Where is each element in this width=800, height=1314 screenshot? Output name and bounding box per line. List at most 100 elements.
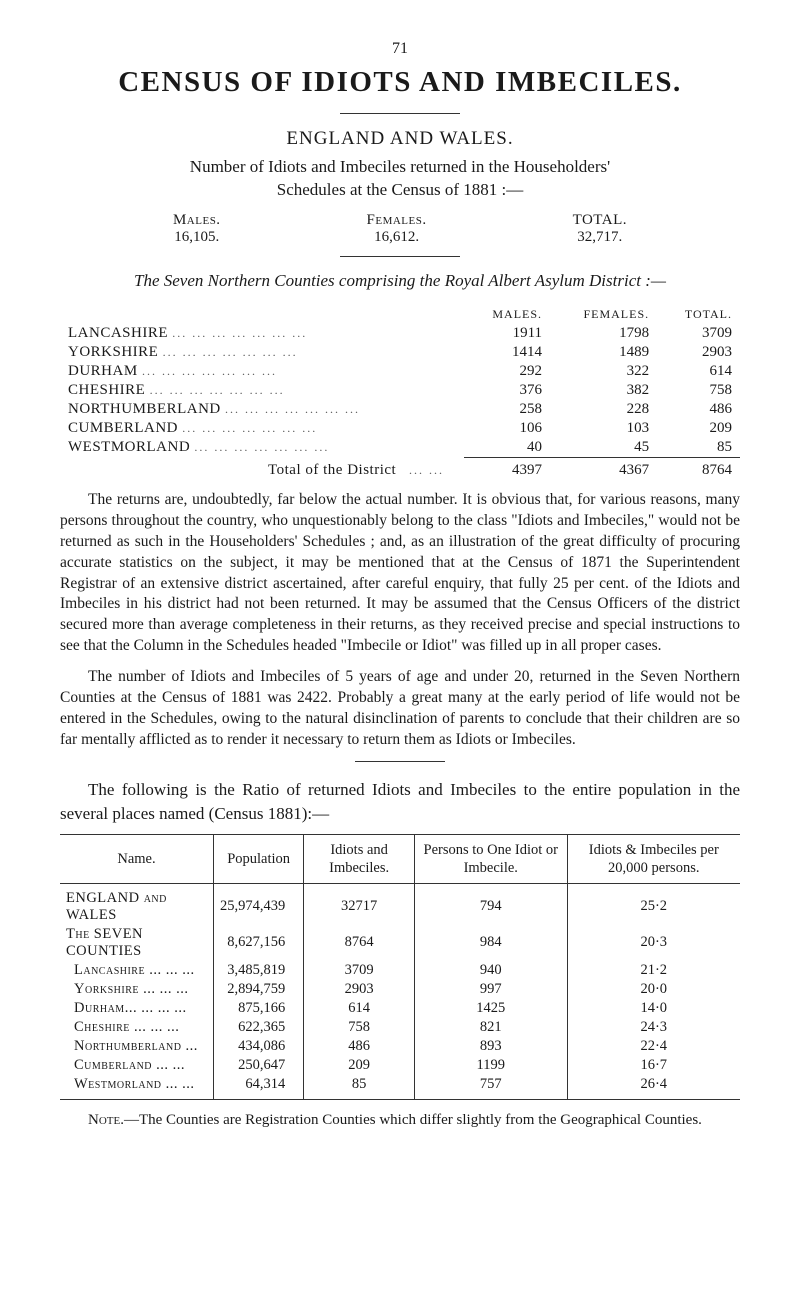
row-per20000: 20·0 — [567, 980, 740, 999]
row-males: 1414 — [464, 343, 550, 362]
row-name: NORTHUMBERLAND ... ... ... ... ... ... .… — [60, 400, 464, 419]
ratio-col-persons: Persons to One Idiot or Imbecile. — [414, 834, 567, 883]
row-population: 434,086 — [213, 1037, 303, 1056]
row-females: 45 — [550, 438, 657, 458]
district-table: MALES. FEMALES. TOTAL. LANCASHIRE ... ..… — [60, 305, 740, 480]
row-population: 622,365 — [213, 1018, 303, 1037]
row-females: 228 — [550, 400, 657, 419]
row-persons: 997 — [414, 980, 567, 999]
row-idiots: 614 — [304, 999, 415, 1018]
row-total: 3709 — [657, 324, 740, 343]
table-row: NORTHUMBERLAND ... ... ... ... ... ... .… — [60, 400, 740, 419]
row-population: 64,314 — [213, 1075, 303, 1100]
total-label: TOTAL. — [573, 212, 627, 228]
row-males: 258 — [464, 400, 550, 419]
table-row: YORKSHIRE ... ... ... ... ... ... ...141… — [60, 343, 740, 362]
males-block: Males. 16,105. — [173, 212, 221, 246]
district-col-total: TOTAL. — [657, 305, 740, 324]
row-name: LANCASHIRE ... ... ... ... ... ... ... — [60, 324, 464, 343]
row-persons: 821 — [414, 1018, 567, 1037]
total-block: TOTAL. 32,717. — [573, 212, 627, 246]
paragraph-1: The returns are, undoubtedly, far below … — [60, 490, 740, 657]
row-total: 758 — [657, 381, 740, 400]
section-title: ENGLAND AND WALES. — [60, 128, 740, 150]
row-persons: 794 — [414, 883, 567, 925]
row-population: 8,627,156 — [213, 925, 303, 961]
row-idiots: 209 — [304, 1056, 415, 1075]
row-males: 1911 — [464, 324, 550, 343]
row-females: 1489 — [550, 343, 657, 362]
district-total-total: 8764 — [657, 457, 740, 480]
row-idiots: 32717 — [304, 883, 415, 925]
ratio-table-head: Name. Population Idiots and Imbeciles. P… — [60, 834, 740, 883]
district-total-row: Total of the District ... ...43974367876… — [60, 457, 740, 480]
table-row: Durham... ... ... ...875,166614142514·0 — [60, 999, 740, 1018]
intro-text: Number of Idiots and Imbeciles returned … — [60, 156, 740, 202]
paragraph-2: The number of Idiots and Imbeciles of 5 … — [60, 667, 740, 751]
divider-2 — [340, 256, 460, 257]
row-name: Cheshire ... ... ... — [60, 1018, 213, 1037]
row-name: The SEVEN COUNTIES — [60, 925, 213, 961]
table-row: CUMBERLAND ... ... ... ... ... ... ... 10… — [60, 419, 740, 438]
females-value: 16,612. — [374, 229, 419, 245]
row-total: 486 — [657, 400, 740, 419]
note-text: —The Counties are Registration Counties … — [124, 1112, 702, 1128]
row-name: DURHAM ... ... ... ... ... ... ... — [60, 362, 464, 381]
row-name: Durham... ... ... ... — [60, 999, 213, 1018]
district-total-label: Total of the District ... ... — [60, 457, 464, 480]
table-row: WESTMORLAND ... ... ... ... ... ... ...4… — [60, 438, 740, 458]
main-title: CENSUS OF IDIOTS AND IMBECILES. — [60, 66, 740, 99]
row-persons: 940 — [414, 961, 567, 980]
row-idiots: 8764 — [304, 925, 415, 961]
totals-row: Males. 16,105. Females. 16,612. TOTAL. 3… — [100, 212, 700, 246]
page-container: 71 CENSUS OF IDIOTS AND IMBECILES. ENGLA… — [0, 0, 800, 1195]
district-col-blank — [60, 305, 464, 324]
district-col-males: MALES. — [464, 305, 550, 324]
row-idiots: 486 — [304, 1037, 415, 1056]
ratio-col-per20000: Idiots & Imbeciles per 20,000 persons. — [567, 834, 740, 883]
table-row: Yorkshire ... ... ...2,894,759290399720·… — [60, 980, 740, 999]
row-population: 250,647 — [213, 1056, 303, 1075]
row-name: Lancashire ... ... ... — [60, 961, 213, 980]
row-population: 3,485,819 — [213, 961, 303, 980]
district-subheading: The Seven Northern Counties comprising t… — [60, 271, 740, 291]
row-persons: 1199 — [414, 1056, 567, 1075]
row-name: CHESHIRE ... ... ... ... ... ... ... — [60, 381, 464, 400]
row-persons: 893 — [414, 1037, 567, 1056]
district-col-females: FEMALES. — [550, 305, 657, 324]
note-paragraph: Note.—The Counties are Registration Coun… — [60, 1110, 740, 1130]
district-total-females: 4367 — [550, 457, 657, 480]
row-name: WESTMORLAND ... ... ... ... ... ... ... — [60, 438, 464, 458]
row-name: Cumberland ... ... — [60, 1056, 213, 1075]
district-table-head: MALES. FEMALES. TOTAL. — [60, 305, 740, 324]
divider-3 — [355, 761, 445, 762]
row-per20000: 14·0 — [567, 999, 740, 1018]
females-block: Females. 16,612. — [367, 212, 427, 246]
ratio-col-name: Name. — [60, 834, 213, 883]
row-name: ENGLAND and WALES — [60, 883, 213, 925]
divider-1 — [340, 113, 460, 114]
row-per20000: 20·3 — [567, 925, 740, 961]
row-males: 40 — [464, 438, 550, 458]
row-per20000: 26·4 — [567, 1075, 740, 1100]
table-row: LANCASHIRE ... ... ... ... ... ... ...19… — [60, 324, 740, 343]
table-row: Cumberland ... ...250,647209119916·7 — [60, 1056, 740, 1075]
row-per20000: 25·2 — [567, 883, 740, 925]
row-per20000: 21·2 — [567, 961, 740, 980]
row-females: 382 — [550, 381, 657, 400]
table-row: The SEVEN COUNTIES8,627,156876498420·3 — [60, 925, 740, 961]
row-name: Westmorland ... ... — [60, 1075, 213, 1100]
intro-line-1: Number of Idiots and Imbeciles returned … — [190, 157, 610, 176]
row-persons: 984 — [414, 925, 567, 961]
row-per20000: 16·7 — [567, 1056, 740, 1075]
ratio-table-body: ENGLAND and WALES25,974,4393271779425·2T… — [60, 883, 740, 1099]
row-persons: 1425 — [414, 999, 567, 1018]
row-name: CUMBERLAND ... ... ... ... ... ... ... — [60, 419, 464, 438]
total-value: 32,717. — [577, 229, 622, 245]
row-idiots: 3709 — [304, 961, 415, 980]
page-number: 71 — [60, 40, 740, 58]
row-females: 103 — [550, 419, 657, 438]
note-label: Note. — [88, 1112, 124, 1128]
ratio-col-population: Population — [213, 834, 303, 883]
table-row: DURHAM ... ... ... ... ... ... ...292322… — [60, 362, 740, 381]
